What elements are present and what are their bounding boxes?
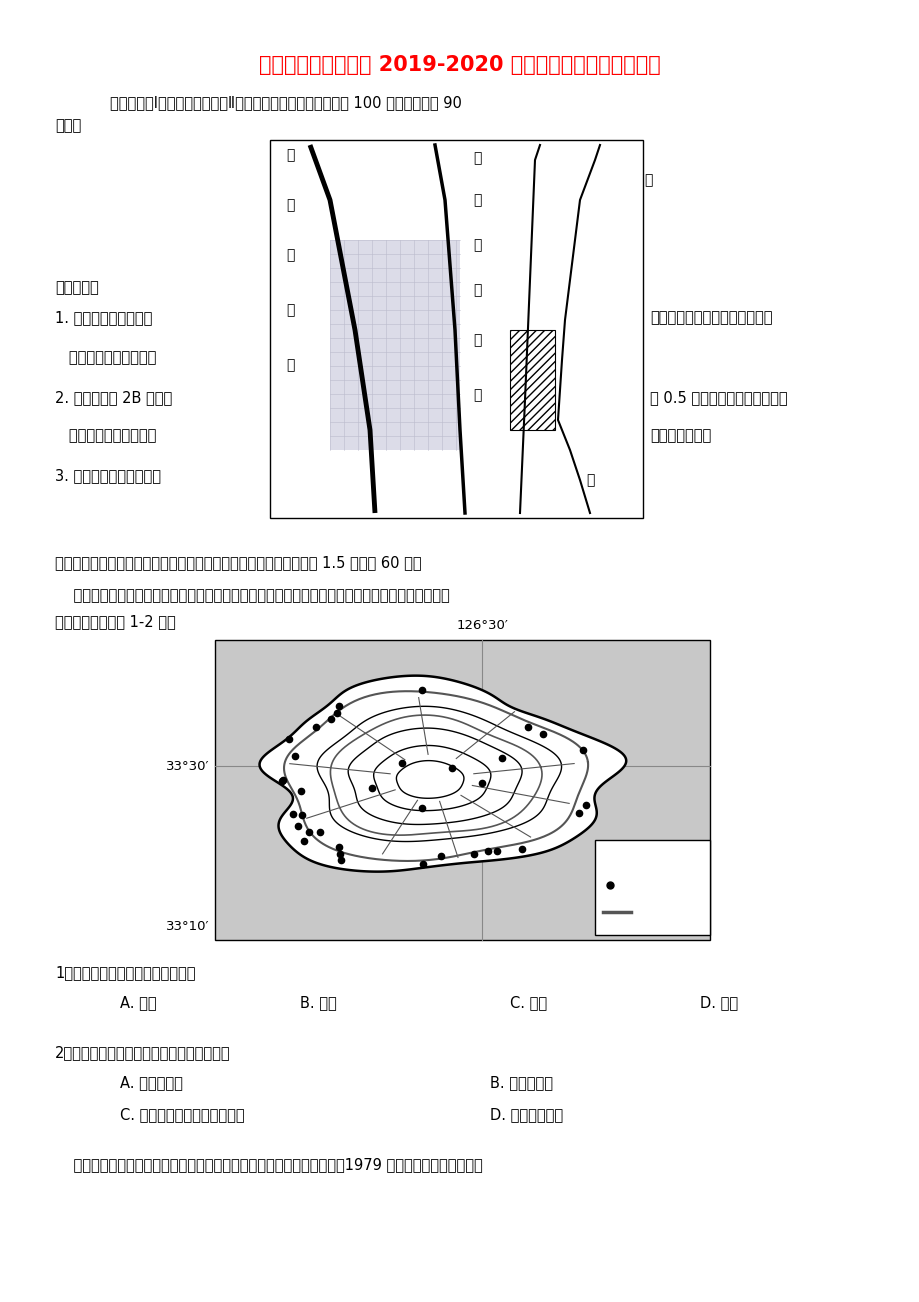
Text: 33°30′: 33°30′ xyxy=(165,759,209,772)
Text: 2. 选择题使用 2B 铅笔填: 2. 选择题使用 2B 铅笔填 xyxy=(55,391,172,405)
Text: 景点: 景点 xyxy=(620,879,637,893)
Text: 济州岛是韩国的一座火山岛，该岛气候温和，成为韩国人心目中理想的度蜜月之地，岛内公路四通: 济州岛是韩国的一座火山岛，该岛气候温和，成为韩国人心目中理想的度蜜月之地，岛内公… xyxy=(55,589,449,603)
Text: 滋: 滋 xyxy=(643,173,652,187)
Text: 高: 高 xyxy=(472,283,481,297)
Text: B. 地形: B. 地形 xyxy=(300,995,336,1010)
Text: 一、选择题（下列各题所给四个答案中只有一个符合题目要求，每题 1.5 分，共 60 分）: 一、选择题（下列各题所给四个答案中只有一个符合题目要求，每题 1.5 分，共 6… xyxy=(55,555,421,570)
Bar xyxy=(330,240,460,450)
Bar xyxy=(595,840,709,935)
Text: 2．岛内运输方式以公路为主，其主要原因是: 2．岛内运输方式以公路为主，其主要原因是 xyxy=(55,1046,231,1060)
Text: 漂: 漂 xyxy=(472,193,481,207)
Text: 沧: 沧 xyxy=(472,238,481,253)
Bar xyxy=(215,641,709,940)
Text: 鐵: 鐵 xyxy=(472,388,481,402)
Text: D. 河流: D. 河流 xyxy=(699,995,737,1010)
Bar xyxy=(509,329,554,430)
Polygon shape xyxy=(347,728,521,824)
Text: 126°30′: 126°30′ xyxy=(456,618,508,631)
Text: 卫: 卫 xyxy=(286,247,294,262)
Text: 注意事项：: 注意事项： xyxy=(55,280,98,296)
Text: 京杭运河的开凿带动了沿线经济的发展，使德州段的码头也更加繁荣。1979 年运河因水源枯竭断航，: 京杭运河的开凿带动了沿线经济的发展，使德州段的码头也更加繁荣。1979 年运河因… xyxy=(55,1157,482,1172)
Text: 本试卷分第Ⅰ卷（选择题）和第Ⅱ卷（非选择题）两部分。总分 100 分。考试时间 90: 本试卷分第Ⅰ卷（选择题）和第Ⅱ卷（非选择题）两部分。总分 100 分。考试时间 … xyxy=(110,95,461,109)
Text: C. 人口: C. 人口 xyxy=(509,995,547,1010)
Text: 京: 京 xyxy=(286,148,294,161)
Text: 图例: 图例 xyxy=(642,848,661,863)
Text: 运: 运 xyxy=(286,303,294,316)
Text: 卷上答题无效。: 卷上答题无效。 xyxy=(650,428,710,443)
Text: D. 自然灾害较少: D. 自然灾害较少 xyxy=(490,1107,562,1122)
Text: 查条形码粘贴是否正确: 查条形码粘贴是否正确 xyxy=(55,350,156,365)
Text: 八达。读图，回答 1-2 题。: 八达。读图，回答 1-2 题。 xyxy=(55,615,176,629)
Text: 汉拿山: 汉拿山 xyxy=(403,776,430,790)
Text: 1．影响岛内公路布局的主要因素是: 1．影响岛内公路布局的主要因素是 xyxy=(55,965,196,980)
Text: 河: 河 xyxy=(585,473,594,487)
Text: 1. 答题前，考生务必将: 1. 答题前，考生务必将 xyxy=(55,310,153,326)
Text: 京: 京 xyxy=(472,151,481,165)
Text: A. 地势起伏大: A. 地势起伏大 xyxy=(119,1075,183,1090)
Text: 分钟。: 分钟。 xyxy=(55,118,81,133)
Text: 四川省遂宁第二中学 2019-2020 学年高一地理期末统考试题: 四川省遂宁第二中学 2019-2020 学年高一地理期末统考试题 xyxy=(259,55,660,76)
Polygon shape xyxy=(396,760,463,798)
Text: 公路: 公路 xyxy=(636,906,653,921)
Bar xyxy=(269,141,642,518)
Text: C. 面积小，公路运输灵活方便: C. 面积小，公路运输灵活方便 xyxy=(119,1107,244,1122)
Polygon shape xyxy=(373,746,491,811)
Text: 新: 新 xyxy=(472,333,481,348)
Polygon shape xyxy=(259,676,626,871)
Text: 33°10′: 33°10′ xyxy=(165,919,209,932)
Text: 用 0.5 毫米黑色墨水签字笔书写: 用 0.5 毫米黑色墨水签字笔书写 xyxy=(650,391,787,405)
Text: 水签字笔填写在答题卡上。并检: 水签字笔填写在答题卡上。并检 xyxy=(650,310,772,326)
Text: B. 居住人口少: B. 居住人口少 xyxy=(490,1075,552,1090)
Text: 3. 考试结束后，将答题卡: 3. 考试结束后，将答题卡 xyxy=(55,467,161,483)
Text: 在答题卡对应框内，其: 在答题卡对应框内，其 xyxy=(55,428,156,443)
Text: A. 景点: A. 景点 xyxy=(119,995,156,1010)
Polygon shape xyxy=(317,706,561,841)
Text: 杭: 杭 xyxy=(286,198,294,212)
Text: 河: 河 xyxy=(286,358,294,372)
